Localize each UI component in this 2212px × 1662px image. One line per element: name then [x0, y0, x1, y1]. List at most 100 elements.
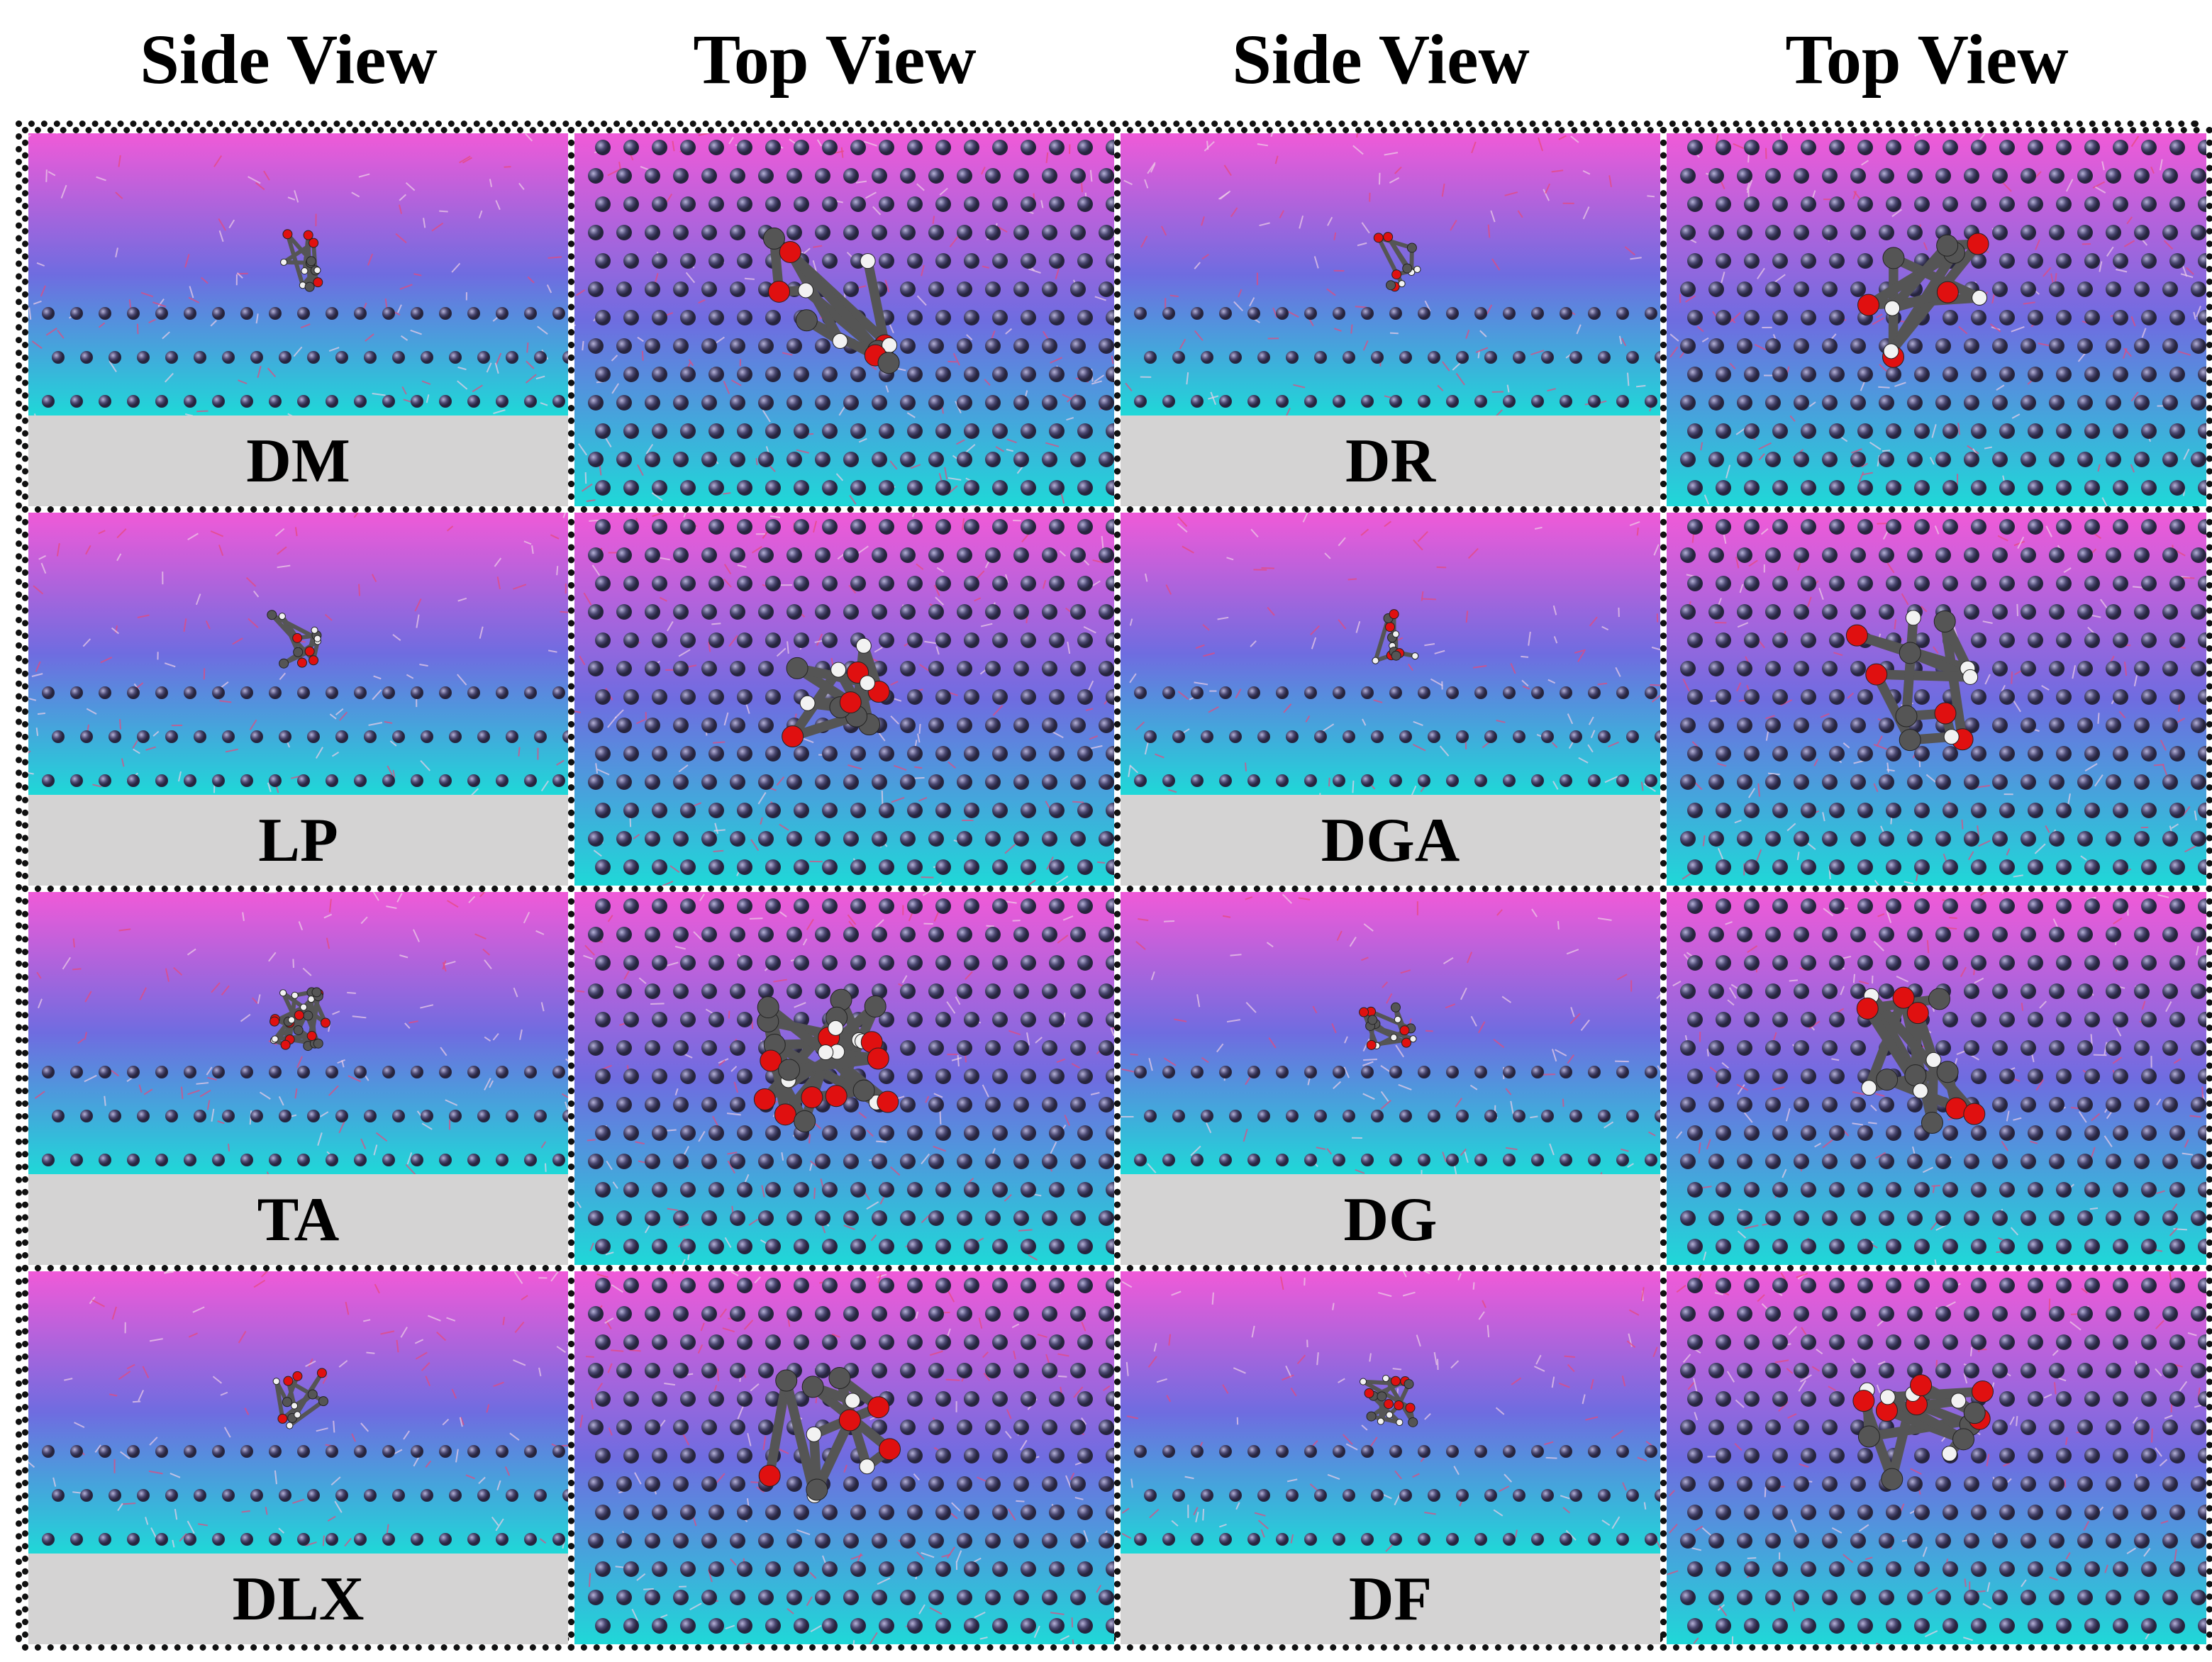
surface-atom	[1801, 1334, 1816, 1350]
surface-atom	[1708, 395, 1724, 411]
surface-atom	[822, 1561, 838, 1577]
surface-atom	[1077, 1618, 1093, 1634]
surface-atom	[928, 1040, 944, 1056]
surface-atom	[900, 1306, 916, 1322]
surface-atom	[872, 547, 887, 563]
adsorbed-molecule	[1857, 233, 1989, 368]
surface-atom	[1737, 547, 1752, 563]
surface-atom	[935, 1448, 951, 1463]
surface-atom	[1304, 1445, 1317, 1458]
surface-atom	[70, 1154, 83, 1166]
surface-atom	[2077, 774, 2093, 790]
surface-atom	[879, 859, 894, 875]
surface-atom	[1513, 1110, 1525, 1122]
surface-atom	[673, 661, 689, 676]
surface-atom	[1914, 1448, 1930, 1463]
surface-atom	[964, 632, 979, 648]
surface-atom	[595, 576, 611, 591]
surface-atom	[155, 1533, 168, 1546]
surface-atom	[1964, 774, 1979, 790]
surface-atom	[326, 1066, 338, 1078]
surface-atom	[2084, 1239, 2100, 1254]
surface-atom	[506, 351, 518, 364]
surface-atom	[477, 730, 490, 743]
surface-atom	[2134, 1154, 2150, 1169]
surface-atom	[815, 547, 830, 563]
surface-atom	[2162, 1420, 2178, 1435]
surface-atom	[1857, 1182, 1873, 1198]
surface-atom	[2141, 1334, 2157, 1350]
surface-atom	[1541, 1110, 1554, 1122]
surface-atom	[680, 196, 696, 212]
surface-atom	[737, 480, 752, 496]
surface-atom	[2106, 604, 2121, 620]
surface-atom	[42, 686, 55, 699]
surface-atom	[2106, 718, 2121, 733]
surface-atom	[2084, 632, 2100, 648]
surface-atom	[708, 519, 724, 535]
surface-atom	[928, 1476, 944, 1492]
surface-atom	[1737, 225, 1752, 240]
surface-atom	[1992, 1097, 2008, 1112]
surface-atom	[2056, 1561, 2072, 1577]
surface-atom	[616, 395, 632, 411]
surface-atom	[935, 1239, 951, 1254]
surface-atom	[1737, 718, 1752, 733]
surface-atom	[137, 1489, 150, 1502]
surface-atom	[737, 1391, 752, 1407]
surface-atom	[1314, 730, 1327, 743]
surface-atom	[1049, 1561, 1065, 1577]
surface-atom	[680, 1239, 696, 1254]
surface-atom	[2106, 774, 2121, 790]
surface-atom	[2169, 253, 2185, 269]
surface-atom	[1304, 686, 1317, 699]
surface-atom	[1687, 1069, 1703, 1084]
surface-atom	[1708, 452, 1724, 467]
surface-atom	[1021, 1182, 1036, 1198]
surface-atom	[1857, 519, 1873, 535]
surface-atom	[985, 774, 1001, 790]
surface-atom	[1134, 307, 1147, 320]
surface-atom	[1765, 547, 1781, 563]
surface-atom	[2106, 547, 2121, 563]
surface-atom	[240, 1533, 253, 1546]
surface-atom	[2106, 1420, 2121, 1435]
surface-atom	[1992, 1590, 2008, 1605]
surface-atom	[850, 1239, 866, 1254]
surface-atom	[1049, 898, 1065, 914]
surface-atom	[708, 480, 724, 496]
surface-atom	[765, 1334, 781, 1350]
surface-atom	[595, 1448, 611, 1463]
surface-atom	[2113, 1505, 2128, 1520]
surface-atom	[616, 547, 632, 563]
surface-atom	[496, 774, 508, 787]
surface-atom	[52, 730, 65, 743]
surface-atom	[673, 604, 689, 620]
surface-atom	[737, 1182, 752, 1198]
surface-atom	[2113, 689, 2128, 705]
surface-atom	[250, 1489, 263, 1502]
surface-atom	[1134, 1533, 1147, 1546]
surface-atom	[843, 547, 859, 563]
surface-atom	[957, 1306, 972, 1322]
surface-atom	[787, 225, 802, 240]
surface-atom	[616, 831, 632, 847]
surface-atom	[1737, 168, 1752, 184]
side-view-panel: DR	[1114, 127, 1667, 513]
surface-atom	[2028, 1069, 2043, 1084]
surface-atom	[80, 351, 93, 364]
surface-atom	[1829, 632, 1845, 648]
surface-atom	[2021, 452, 2036, 467]
surface-atom	[1935, 395, 1951, 411]
surface-atom	[1801, 1012, 1816, 1027]
surface-atom	[1971, 480, 1986, 496]
surface-atom	[2077, 225, 2093, 240]
surface-atom	[1992, 1420, 2008, 1435]
surface-atom	[1645, 1445, 1657, 1458]
surface-atom	[765, 632, 781, 648]
surface-atom	[1857, 955, 1873, 971]
surface-atom	[382, 395, 395, 408]
surface-atom	[2169, 310, 2185, 325]
surface-atom	[737, 1125, 752, 1141]
surface-atom	[701, 927, 717, 942]
